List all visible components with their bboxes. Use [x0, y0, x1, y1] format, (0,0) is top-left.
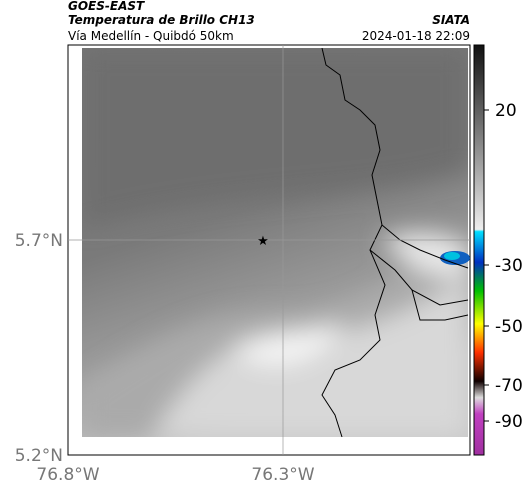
product: Temperatura de Brillo CH13 [68, 13, 255, 27]
colorbar-ticks [484, 109, 489, 422]
colorbar-label: -30 [495, 256, 523, 276]
lon-label: 76.3°W [251, 465, 314, 485]
satellite-image [82, 48, 470, 437]
colorbar-label: 20 [495, 101, 517, 121]
lat-label: 5.7°N [15, 231, 63, 251]
lon-label: 76.8°W [36, 465, 99, 485]
image [82, 48, 468, 437]
timestamp: 2024-01-18 22:09 [362, 29, 470, 43]
border [412, 290, 468, 320]
colorbar-label: -70 [495, 376, 523, 396]
border [322, 250, 385, 437]
route: Vía Medellín - Quibdó 50km [68, 29, 234, 43]
satellite: GOES-EAST [68, 0, 145, 13]
lat-label: 5.2°N [15, 446, 63, 466]
location-star: ★ [257, 234, 269, 249]
colorbar-label: -90 [495, 412, 523, 432]
border [382, 225, 468, 268]
colorbar [473, 44, 485, 456]
cold-cloud-core [444, 252, 460, 260]
colorbar-label: -50 [495, 317, 523, 337]
source: SIATA [432, 13, 470, 27]
border [322, 48, 468, 305]
